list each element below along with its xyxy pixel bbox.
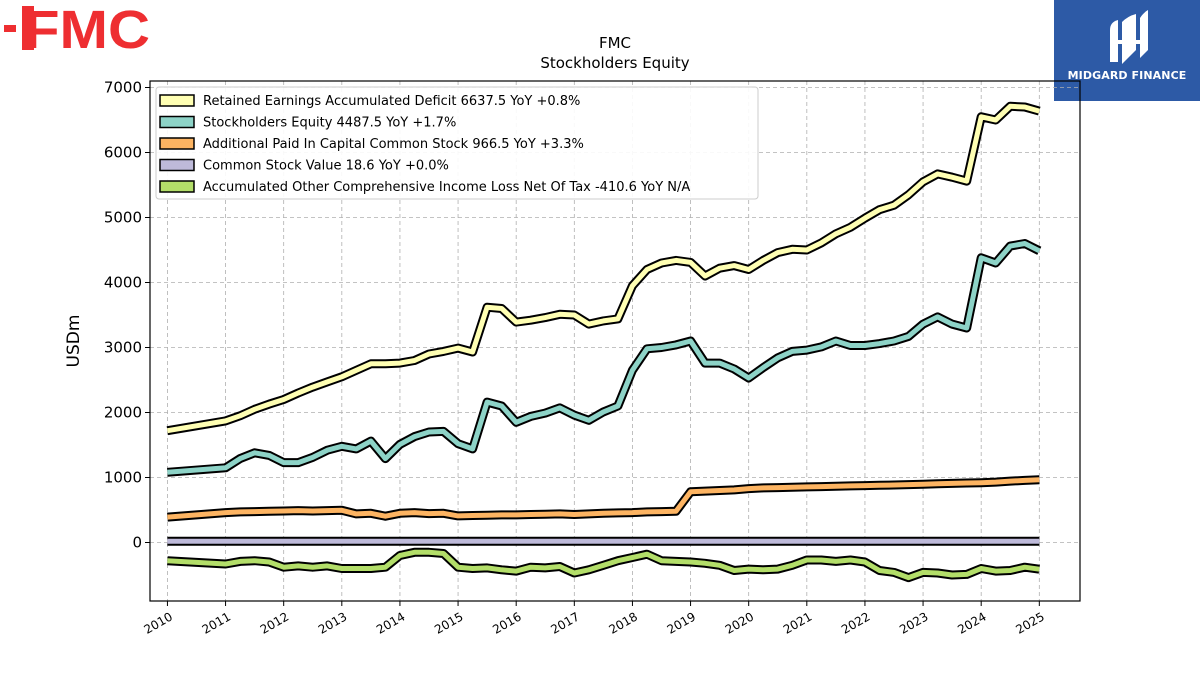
x-tick-label: 2019 (665, 609, 698, 636)
legend-swatch (159, 94, 195, 107)
x-tick-label: 2025 (1013, 609, 1046, 636)
x-tick-label: 2012 (258, 609, 291, 636)
series-line (167, 549, 1040, 581)
x-tick-label: 2011 (200, 609, 233, 636)
x-tick-label: 2010 (141, 609, 174, 636)
legend-swatch (159, 137, 195, 150)
y-tick-label: 6000 (104, 144, 142, 162)
legend-label: Common Stock Value 18.6 YoY +0.0% (203, 159, 449, 174)
x-tick-label: 2016 (490, 609, 523, 636)
y-tick-label: 3000 (104, 339, 142, 357)
x-tick-label: 2021 (781, 609, 814, 636)
fmc-logo-text: FMC (24, 4, 150, 52)
series-line (166, 103, 1040, 434)
y-axis-label: USDm (64, 315, 84, 368)
legend-label: Additional Paid In Capital Common Stock … (203, 137, 584, 152)
x-tick-label: 2020 (723, 609, 756, 636)
x-tick-label: 2017 (548, 609, 581, 636)
y-axis-ticks: 0 1000 2000 3000 4000 5000 6000 7000 (104, 79, 150, 552)
legend-label: Accumulated Other Comprehensive Income L… (203, 180, 690, 195)
legend-box (155, 86, 759, 200)
fmc-logo: FMC (4, 4, 152, 52)
y-tick-label: 1000 (104, 469, 142, 487)
chart-subtitle: Stockholders Equity (540, 54, 689, 72)
midgard-emblem-icon (1110, 10, 1148, 64)
y-tick-label: 7000 (104, 79, 142, 97)
series-line (167, 477, 1040, 520)
x-tick-label: 2014 (374, 609, 407, 636)
x-tick-label: 2023 (897, 609, 930, 636)
chart-title: FMC (599, 34, 631, 52)
x-tick-label: 2022 (839, 609, 872, 636)
legend-swatch (159, 115, 195, 129)
x-tick-label: 2024 (955, 609, 988, 636)
y-tick-label: 4000 (104, 274, 142, 292)
series-outline (167, 239, 1042, 477)
y-tick-label: 0 (132, 534, 142, 552)
legend-swatch (159, 180, 195, 193)
legend-swatch (159, 158, 195, 172)
series-line (167, 241, 1041, 475)
x-tick-label: 2015 (432, 609, 465, 636)
legend-label: Stockholders Equity 4487.5 YoY +1.7% (203, 116, 456, 131)
x-axis-ticks: 2010 2011 2012 2013 2014 2015 2016 2017 2018 2019… (141, 601, 1047, 637)
partner-name: MIDGARD FINANCE (1067, 69, 1187, 82)
series-lines (166, 101, 1042, 583)
plot-frame (149, 80, 1081, 602)
legend: Retained Earnings Accumulated Deficit 66… (155, 86, 759, 200)
x-tick-label: 2013 (316, 609, 349, 636)
legend-label: Retained Earnings Accumulated Deficit 66… (203, 94, 580, 109)
y-tick-label: 2000 (104, 404, 142, 422)
x-tick-label: 2018 (606, 609, 639, 636)
y-tick-label: 5000 (104, 209, 142, 227)
midgard-finance-logo: MIDGARD FINANCE (1054, 0, 1200, 101)
